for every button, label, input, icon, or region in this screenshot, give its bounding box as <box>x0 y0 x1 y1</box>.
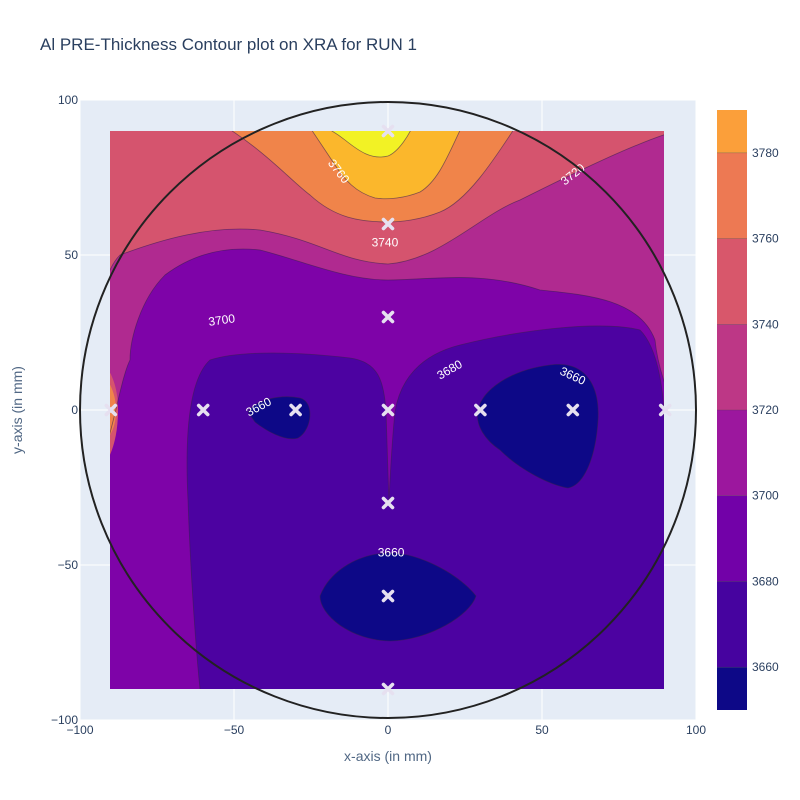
colorbar-tick-label: 3680 <box>752 574 779 588</box>
contour-label: 3740 <box>372 236 399 250</box>
measurement-point <box>658 403 672 417</box>
colorbar-tick-label: 3700 <box>752 489 779 503</box>
measurement-points <box>104 124 672 696</box>
contour-line-3720 <box>110 134 664 272</box>
x-tick-label: −50 <box>224 723 245 737</box>
x-tick-label: 100 <box>686 723 706 737</box>
colorbar-segment <box>717 410 747 496</box>
contour-line-3660-bottom <box>319 552 477 642</box>
contour-line-3760 <box>311 131 461 200</box>
colorbar-segment <box>717 667 747 710</box>
colorbar-segment <box>717 495 747 582</box>
colorbar-tick-label: 3760 <box>752 232 779 246</box>
colorbar-tick-label: 3660 <box>752 660 779 674</box>
contour-line-3700 <box>110 248 664 435</box>
measurement-point <box>566 403 580 417</box>
band-3650-3660-bottom <box>320 553 476 641</box>
chart-title: Al PRE-Thickness Contour plot on XRA for… <box>40 35 417 54</box>
measurement-point <box>381 496 395 510</box>
contour-lines <box>110 131 664 689</box>
x-tick-label: 50 <box>535 723 549 737</box>
contour-label: 3660 <box>378 546 405 560</box>
y-axis-title: y-axis (in mm) <box>9 366 25 454</box>
band-3650-3660-right <box>477 364 599 488</box>
colorbar-segment <box>717 110 747 153</box>
measurement-point <box>196 403 210 417</box>
measurement-point <box>381 682 395 696</box>
colorbar-segment <box>717 324 747 410</box>
contour-label: 3700 <box>207 311 236 329</box>
y-tick-labels: −100 −50 0 50 100 <box>51 93 78 727</box>
colorbar-tick-labels: 3660 3680 3700 3720 3740 3760 3780 <box>717 146 779 674</box>
measurement-point <box>381 217 395 231</box>
colorbar-tick-label: 3740 <box>752 317 779 331</box>
x-tick-labels: −100 −50 0 50 100 <box>66 723 706 737</box>
measurement-point <box>381 589 395 603</box>
colorbar-segment <box>717 581 747 668</box>
y-tick-label: −50 <box>58 558 79 572</box>
measurement-point <box>381 310 395 324</box>
x-tick-label: −100 <box>66 723 93 737</box>
measurement-point <box>289 403 302 417</box>
measurement-point <box>104 403 118 417</box>
measurement-point <box>474 403 487 417</box>
y-tick-label: −100 <box>51 713 78 727</box>
wafer-outline <box>79 101 697 719</box>
contour-fills <box>110 131 664 689</box>
y-tick-label: 50 <box>65 248 79 262</box>
colorbar <box>717 110 747 710</box>
contour-line-3680 <box>186 325 664 689</box>
contour-line-3780 <box>331 131 411 158</box>
measurement-point <box>381 403 395 417</box>
x-axis-title: x-axis (in mm) <box>344 748 432 764</box>
band-3760-3780 <box>312 131 460 199</box>
contour-line-3660-right <box>477 363 599 489</box>
measurement-point <box>381 124 395 138</box>
colorbar-segment <box>717 238 747 325</box>
band-3780-3790 <box>331 131 411 157</box>
colorbar-segment <box>717 152 747 239</box>
y-tick-label: 0 <box>71 403 78 417</box>
colorbar-tick-label: 3780 <box>752 146 779 160</box>
x-tick-label: 0 <box>385 723 392 737</box>
contour-line-3660-left <box>247 396 311 440</box>
y-tick-label: 100 <box>58 93 78 107</box>
colorbar-tick-label: 3720 <box>752 403 779 417</box>
